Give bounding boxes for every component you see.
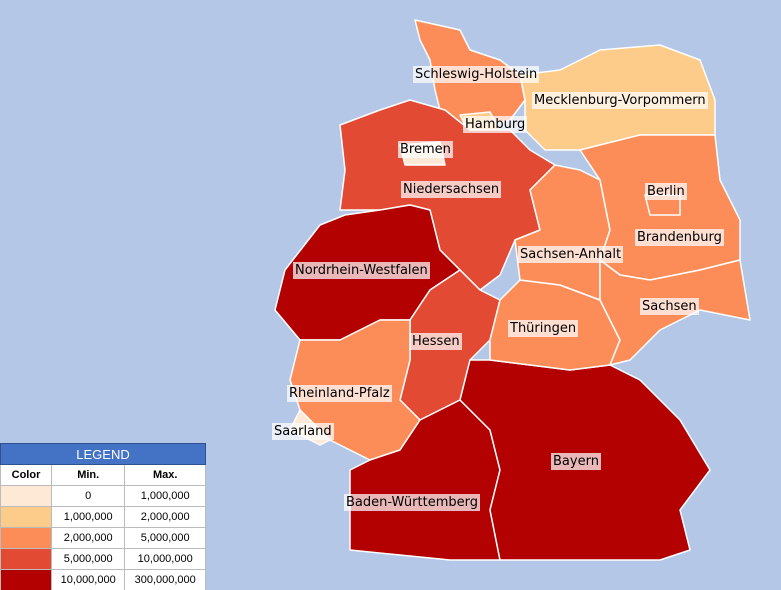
legend-max: 5,000,000 — [124, 527, 206, 549]
legend-swatch — [0, 527, 52, 549]
legend-min: 10,000,000 — [50, 569, 126, 590]
legend-row: 2,000,000 5,000,000 — [0, 527, 206, 549]
legend-max: 10,000,000 — [124, 548, 206, 570]
legend-max: 300,000,000 — [124, 569, 206, 590]
state-label: Brandenburg — [635, 229, 724, 246]
legend-row: 0 1,000,000 — [0, 485, 206, 507]
state-label: Nordrhein-Westfalen — [293, 262, 430, 279]
legend-column: Color — [0, 464, 52, 486]
state-label: Hessen — [410, 333, 462, 350]
legend-title: LEGEND — [0, 443, 206, 465]
state-label: Niedersachsen — [401, 181, 502, 198]
state-label: Baden-Württemberg — [344, 494, 480, 511]
state-label: Rheinland-Pfalz — [287, 385, 392, 402]
state-label: Schleswig-Holstein — [413, 66, 540, 83]
legend-swatch — [0, 506, 52, 528]
state-label: Bremen — [398, 141, 453, 158]
legend-swatch — [0, 548, 52, 570]
legend-column: Min. — [50, 464, 126, 486]
legend-min: 0 — [50, 485, 126, 507]
legend-row: 1,000,000 2,000,000 — [0, 506, 206, 528]
legend-swatch — [0, 569, 52, 590]
state-label: Sachsen-Anhalt — [518, 246, 624, 263]
legend-max: 2,000,000 — [124, 506, 206, 528]
legend-min: 2,000,000 — [50, 527, 126, 549]
legend-column: Max. — [124, 464, 206, 486]
state-label: Hamburg — [463, 116, 528, 133]
legend-swatch — [0, 485, 52, 507]
state-label: Saarland — [272, 423, 334, 440]
legend-min: 5,000,000 — [50, 548, 126, 570]
state-label: Bayern — [551, 453, 601, 470]
state-label: Mecklenburg-Vorpommern — [532, 92, 708, 109]
legend: LEGEND Color Min. Max. 0 1,000,000 1,000,000… — [0, 443, 206, 590]
state-label: Berlin — [645, 183, 687, 200]
legend-row: 5,000,000 10,000,000 — [0, 548, 206, 570]
legend-row: 10,000,000 300,000,000 — [0, 569, 206, 590]
state-label: Thüringen — [508, 320, 579, 337]
state-label: Sachsen — [640, 298, 699, 315]
legend-max: 1,000,000 — [124, 485, 206, 507]
legend-min: 1,000,000 — [50, 506, 126, 528]
